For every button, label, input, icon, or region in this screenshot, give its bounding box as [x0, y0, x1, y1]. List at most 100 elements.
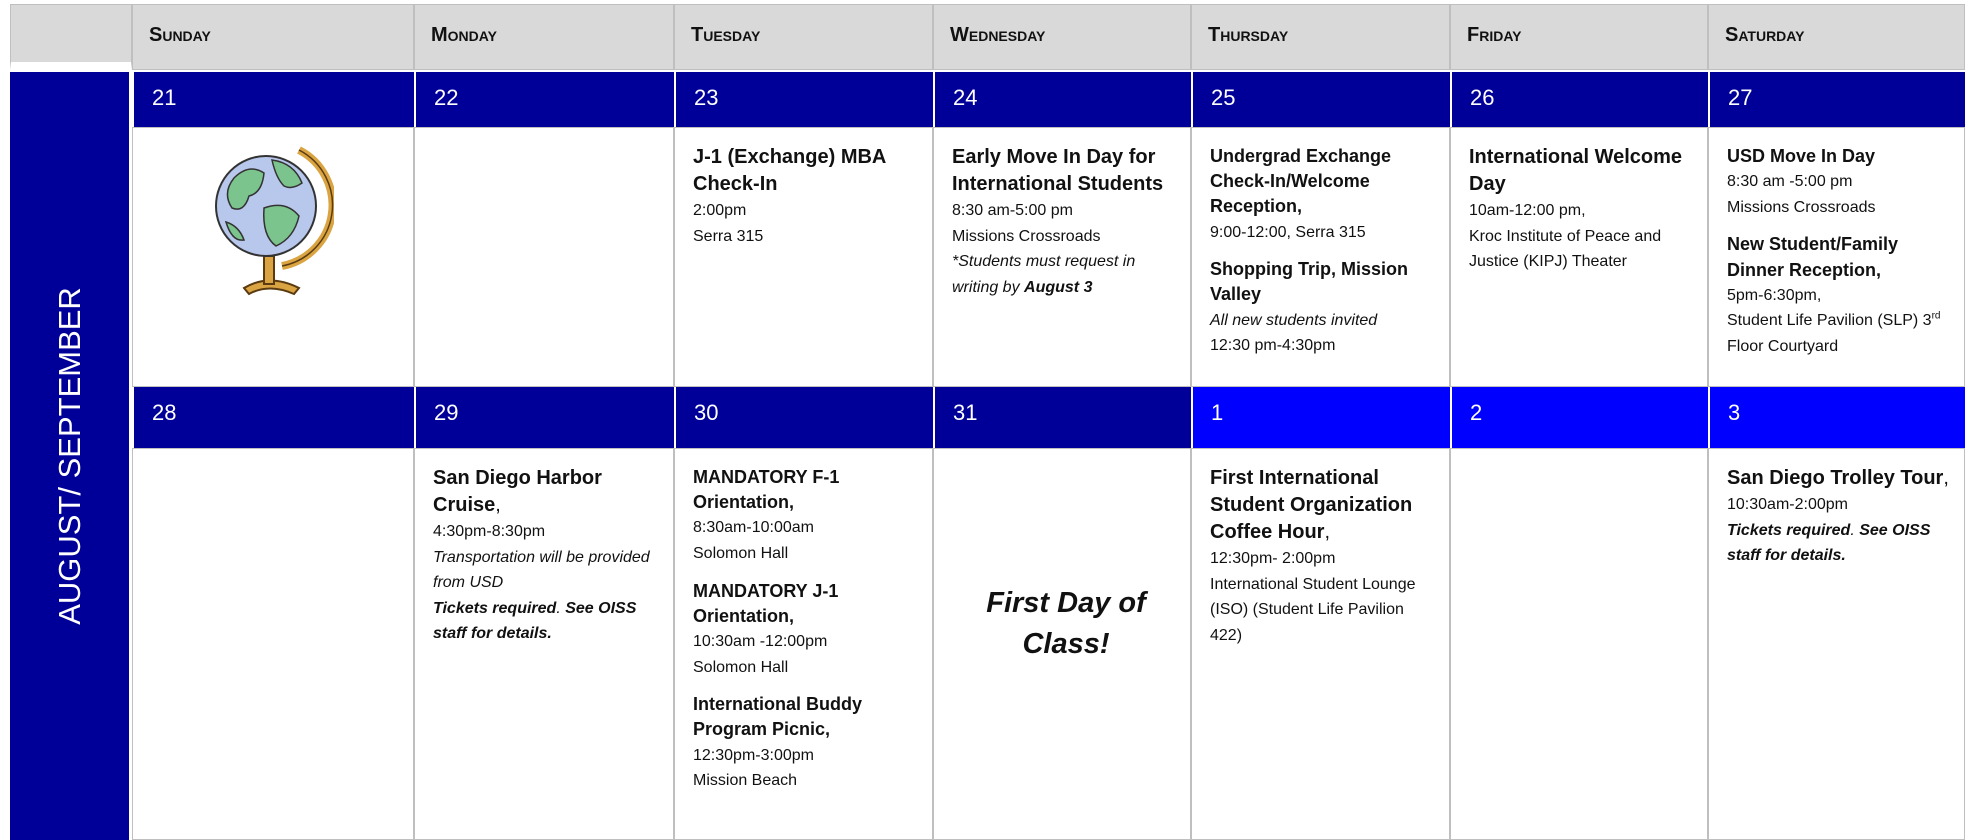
event-text: 9:00-12:00, Serra 315: [1210, 223, 1366, 241]
day-header: Saturday: [1708, 4, 1965, 70]
event-line: Missions Crossroads: [952, 224, 1180, 250]
event-text: All new students invited: [1210, 311, 1378, 329]
event-text: Shopping Trip, Mission Valley: [1210, 259, 1408, 305]
date-cell: 24: [933, 72, 1191, 127]
event-line: Serra 315: [693, 224, 922, 250]
event-line: 12:30pm-3:00pm: [693, 743, 922, 769]
date-cell: 30: [674, 387, 933, 448]
date-cell: 21: [132, 72, 414, 127]
event-line: 8:30 am-5:00 pm: [952, 198, 1180, 224]
date-cell: 27: [1708, 72, 1965, 127]
event-line: 10:30am-2:00pm: [1727, 492, 1954, 518]
event-line: MANDATORY F-1 Orientation,: [693, 465, 922, 515]
date-cell: 3: [1708, 387, 1965, 448]
event-text: 12:30pm- 2:00pm: [1210, 550, 1336, 567]
event-line: 5pm-6:30pm,: [1727, 283, 1954, 309]
event-text: See OISS staff for details.: [433, 599, 637, 643]
event-text: New Student/Family Dinner Reception,: [1727, 234, 1899, 280]
date-cell: 25: [1191, 72, 1450, 127]
event-line: 4:30pm-8:30pm: [433, 519, 663, 545]
event-line: 9:00-12:00, Serra 315: [1210, 220, 1439, 246]
event-text: San Diego Trolley Tour: [1727, 467, 1944, 489]
date-cell: 28: [132, 387, 414, 448]
event-text: .: [1850, 521, 1855, 539]
event-line: International Buddy Program Picnic,: [693, 692, 922, 742]
event-line: Shopping Trip, Mission Valley: [1210, 257, 1439, 307]
event-text: ,: [1943, 467, 1949, 489]
day-header: Thursday: [1191, 4, 1450, 70]
event-line: Solomon Hall: [693, 541, 922, 567]
event-text: MANDATORY J-1 Orientation,: [693, 580, 839, 626]
day-cell: International Welcome Day 10am-12:00 pm, K…: [1450, 127, 1708, 387]
date-cell: 31: [933, 387, 1191, 448]
event-text: 12:30 pm-4:30pm: [1210, 337, 1336, 355]
event-text: Early Move In Day for International Stud…: [952, 146, 1164, 195]
event-text: Transportation will be provided from USD: [433, 548, 650, 592]
event-line: Tickets required. See OISS staff for det…: [433, 596, 663, 647]
event-text: 8:30 am -5:00 pm: [1727, 173, 1853, 191]
event-text: 2:00pm: [693, 202, 747, 219]
event-line: San Diego Harbor Cruise,: [433, 465, 663, 519]
day-cell: Early Move In Day for International Stud…: [933, 127, 1191, 387]
event-line: Mission Beach: [693, 768, 922, 794]
event-line: 8:30am-10:00am: [693, 515, 922, 541]
event-text: Solomon Hall: [693, 544, 789, 562]
day-cell: [132, 448, 414, 840]
event-line: 12:30pm- 2:00pm: [1210, 546, 1439, 572]
event-text: Missions Crossroads: [1727, 198, 1876, 216]
event-line: Kroc Institute of Peace and Justice (KIP…: [1469, 224, 1697, 275]
event-text: Kroc Institute of Peace and Justice (KIP…: [1469, 227, 1662, 271]
event-text: Tickets required: [1727, 521, 1851, 539]
event-text: Tickets required: [433, 599, 557, 617]
event-text: Missions Crossroads: [952, 227, 1101, 245]
event-text: Serra 315: [693, 227, 764, 245]
event-line: 10am-12:00 pm,: [1469, 198, 1697, 224]
event-line: Undergrad Exchange Check-In/Welcome Rece…: [1210, 144, 1439, 220]
event-text: 5pm-6:30pm,: [1727, 286, 1822, 304]
event-text: Mission Beach: [693, 772, 798, 790]
event-line: International Student Lounge (ISO) (Stud…: [1210, 572, 1439, 649]
event-text: rd: [1931, 311, 1941, 323]
event-line: Transportation will be provided from USD: [433, 545, 663, 596]
event-line: *Students must request in writing by Aug…: [952, 249, 1180, 300]
event-line: 2:00pm: [693, 198, 922, 224]
day-header: Tuesday: [674, 4, 933, 70]
event-text: .: [556, 599, 561, 617]
day-cell: [414, 127, 674, 387]
event-text: August 3: [1024, 278, 1093, 296]
event-line: International Welcome Day: [1469, 144, 1697, 198]
event-line: Student Life Pavilion (SLP) 3rd Floor Co…: [1727, 308, 1954, 359]
event-line: New Student/Family Dinner Reception,: [1727, 232, 1954, 282]
day-cell: USD Move In Day 8:30 am -5:00 pm Missions …: [1708, 127, 1965, 387]
day-cell: San Diego Harbor Cruise, 4:30pm-8:30pm Tra…: [414, 448, 674, 840]
day-cell: [1450, 448, 1708, 840]
event-text: First International Student Organization…: [1210, 467, 1413, 543]
event-text: *Students must request in writing by: [952, 253, 1136, 296]
event-line: 12:30 pm-4:30pm: [1210, 333, 1439, 359]
event-line: San Diego Trolley Tour,: [1727, 465, 1954, 492]
event-text: J-1 (Exchange) MBA Check-In: [693, 146, 886, 195]
day-header: Friday: [1450, 4, 1708, 70]
event-text: 12:30pm-3:00pm: [693, 746, 814, 764]
event-text: Floor Courtyard: [1727, 337, 1839, 355]
day-cell: J-1 (Exchange) MBA Check-In 2:00pm Serra 3…: [674, 127, 933, 387]
side-bar: AUGUST/ SEPTEMBER: [10, 72, 129, 840]
event-text: 10:30am -12:00pm: [693, 632, 828, 650]
event-text: Undergrad Exchange Check-In/Welcome Rece…: [1210, 146, 1392, 217]
date-cell: 2: [1450, 387, 1708, 448]
event-line: First International Student Organization…: [1210, 465, 1439, 546]
event-text: ,: [495, 494, 501, 516]
event-line: 10:30am -12:00pm: [693, 629, 922, 655]
event-text: First Day of Class!: [986, 587, 1146, 660]
event-line: Missions Crossroads: [1727, 195, 1954, 221]
event-line: First Day of Class!: [952, 583, 1180, 664]
day-cell: San Diego Trolley Tour, 10:30am-2:00pm Tic…: [1708, 448, 1965, 840]
globe-icon: [215, 146, 334, 296]
event-text: 8:30 am-5:00 pm: [952, 202, 1073, 219]
event-line: All new students invited: [1210, 308, 1439, 334]
event-text: International Buddy Program Picnic,: [693, 694, 863, 740]
date-cell: 29: [414, 387, 674, 448]
event-line: MANDATORY J-1 Orientation,: [693, 579, 922, 629]
day-header: Wednesday: [933, 4, 1191, 70]
day-header: Sunday: [132, 4, 414, 70]
